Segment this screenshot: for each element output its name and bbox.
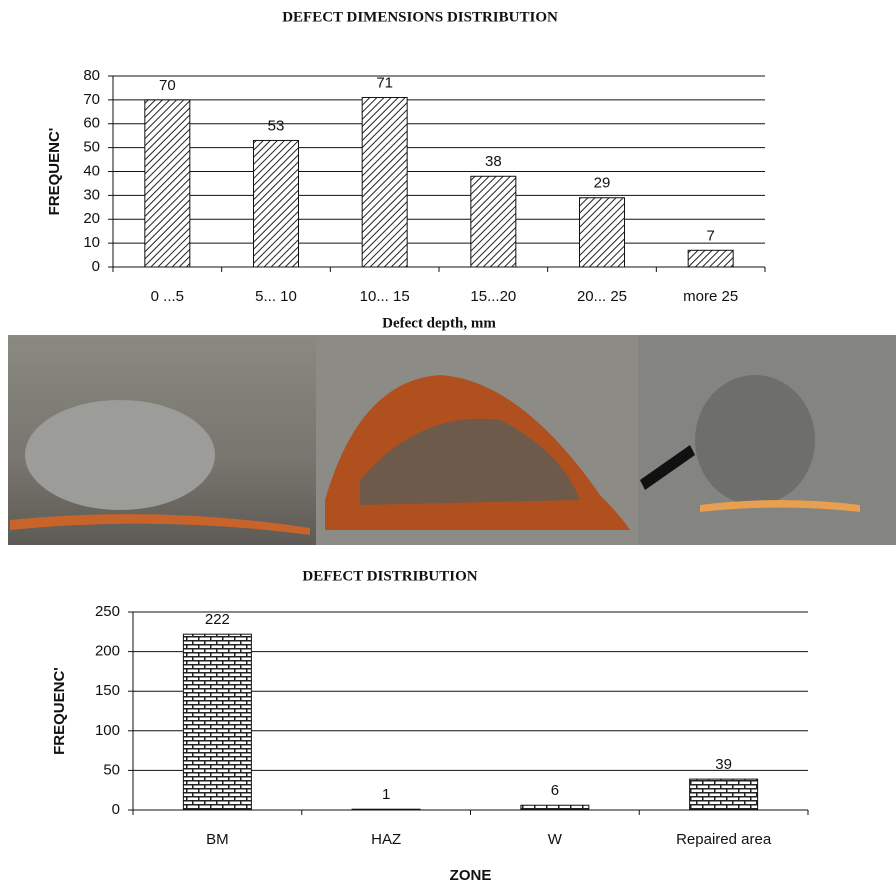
y-tick-label: 0 bbox=[112, 801, 120, 818]
x-tick-label: W bbox=[548, 831, 563, 848]
x-tick-label: 5... 10 bbox=[255, 288, 297, 305]
value-label: 7 bbox=[706, 227, 714, 244]
bar bbox=[145, 100, 190, 267]
x-tick-label: BM bbox=[206, 831, 229, 848]
y-tick-label: 150 bbox=[95, 682, 120, 699]
value-label: 71 bbox=[376, 74, 393, 91]
value-label: 6 bbox=[551, 782, 559, 799]
bar bbox=[690, 779, 758, 810]
x-axis-label: ZONE bbox=[450, 867, 492, 884]
page: DEFECT DIMENSIONS DISTRIBUTION FREQUENC' D… bbox=[0, 0, 896, 886]
bar bbox=[352, 809, 420, 810]
bar bbox=[521, 805, 589, 810]
value-label: 38 bbox=[485, 153, 502, 170]
y-tick-label: 50 bbox=[103, 761, 120, 778]
x-tick-label: HAZ bbox=[371, 831, 401, 848]
photo-detail bbox=[695, 375, 815, 505]
value-label: 222 bbox=[205, 611, 230, 628]
y-tick-label: 0 bbox=[92, 258, 100, 275]
x-tick-label: 10... 15 bbox=[360, 288, 410, 305]
y-tick-label: 100 bbox=[95, 722, 120, 739]
x-tick-label: 15...20 bbox=[470, 288, 516, 305]
value-label: 29 bbox=[594, 175, 611, 192]
bar bbox=[362, 97, 407, 267]
value-label: 1 bbox=[382, 786, 390, 803]
x-tick-label: 0 ...5 bbox=[151, 288, 184, 305]
y-axis-label: FREQUENC' bbox=[46, 128, 63, 216]
y-tick-label: 20 bbox=[83, 210, 100, 227]
bar bbox=[688, 250, 733, 267]
value-label: 70 bbox=[159, 77, 176, 94]
bar bbox=[580, 198, 625, 267]
x-axis-label: Defect depth, mm bbox=[382, 315, 496, 331]
photo-strip bbox=[8, 335, 896, 545]
value-label: 53 bbox=[268, 117, 285, 134]
x-tick-label: more 25 bbox=[683, 288, 738, 305]
bar bbox=[183, 634, 251, 810]
bar bbox=[254, 140, 299, 267]
bar bbox=[471, 176, 516, 267]
y-tick-label: 250 bbox=[95, 603, 120, 620]
y-tick-label: 80 bbox=[83, 67, 100, 84]
y-tick-label: 70 bbox=[83, 91, 100, 108]
y-tick-label: 10 bbox=[83, 234, 100, 251]
y-tick-label: 50 bbox=[83, 139, 100, 156]
y-tick-label: 200 bbox=[95, 643, 120, 660]
y-tick-label: 60 bbox=[83, 115, 100, 132]
y-tick-label: 40 bbox=[83, 162, 100, 179]
chart-title: DEFECT DIMENSIONS DISTRIBUTION bbox=[282, 9, 558, 25]
y-tick-label: 30 bbox=[83, 186, 100, 203]
y-axis-label: FREQUENC' bbox=[51, 667, 68, 755]
x-tick-label: Repaired area bbox=[676, 831, 772, 848]
x-tick-label: 20... 25 bbox=[577, 288, 627, 305]
chart-title: DEFECT DISTRIBUTION bbox=[302, 568, 477, 584]
value-label: 39 bbox=[715, 756, 732, 773]
photo-detail bbox=[25, 400, 215, 510]
